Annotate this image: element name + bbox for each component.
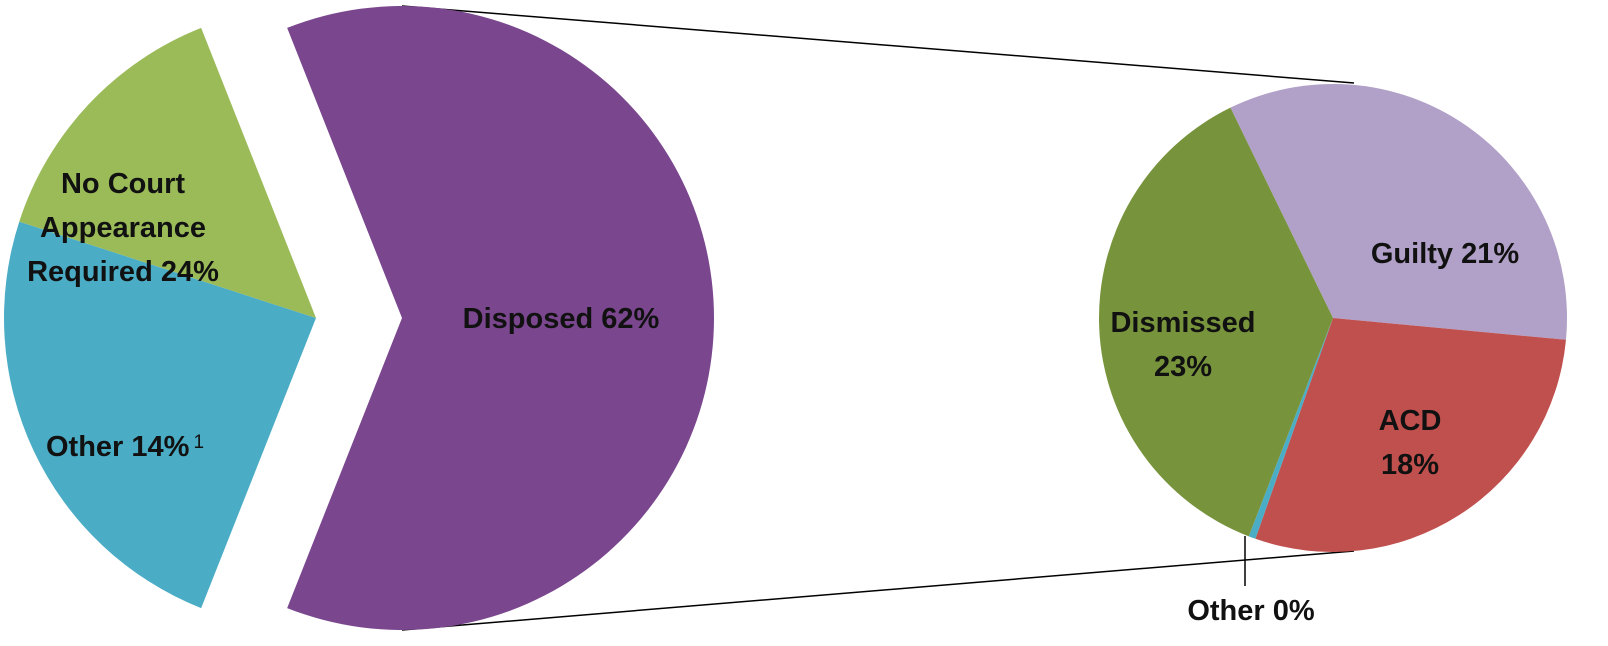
- label-disposed: Disposed 62%: [463, 303, 660, 335]
- connector-lines: [401, 5, 1355, 631]
- label-guilty: Guilty 21%: [1371, 238, 1519, 270]
- slice-no-court-appearance-required-24: [4, 221, 317, 609]
- label-other-0: Other 0%: [1187, 595, 1315, 627]
- slice-disposed-62: [287, 6, 715, 631]
- label-other-14: Other 14% 1: [46, 431, 204, 463]
- slice-acd-18: [1255, 318, 1566, 553]
- slice-other-0: [1248, 318, 1333, 539]
- secondary-pie: [1098, 83, 1567, 553]
- data-labels: Disposed 62% No Court Appearance Required 2…: [27, 168, 1519, 627]
- label-no-court-appearance: No Court Appearance Required 24%: [27, 168, 219, 288]
- main-pie: [4, 6, 715, 631]
- slice-dismissed-23: [1098, 107, 1333, 537]
- connector-line-top: [401, 5, 1355, 84]
- slice-other-14: [19, 27, 317, 318]
- connector-line-bottom: [401, 550, 1355, 631]
- label-acd: ACD 18%: [1379, 405, 1442, 481]
- slice-guilty-21: [1230, 83, 1567, 340]
- label-dismissed: Dismissed 23%: [1110, 307, 1255, 383]
